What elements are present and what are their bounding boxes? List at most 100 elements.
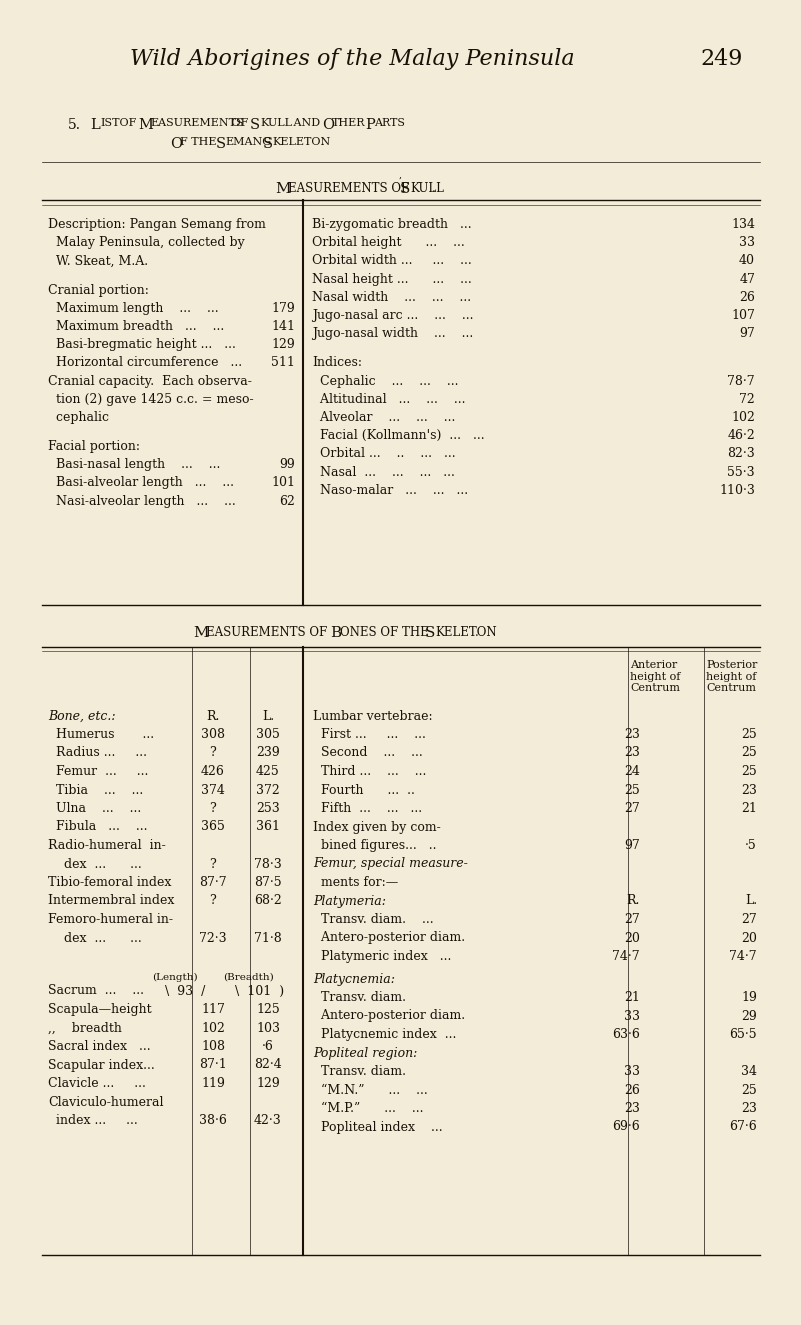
Text: IST: IST (100, 118, 119, 129)
Text: Lumbar vertebrae:: Lumbar vertebrae: (313, 710, 433, 723)
Text: 97: 97 (624, 839, 640, 852)
Text: 102: 102 (201, 1022, 225, 1035)
Text: 129: 129 (272, 338, 295, 351)
Text: 33: 33 (739, 236, 755, 249)
Text: 23: 23 (741, 1102, 757, 1116)
Text: tion (2) gave 1425 c.c. = meso-: tion (2) gave 1425 c.c. = meso- (48, 392, 254, 405)
Text: Bone, etc.:: Bone, etc.: (48, 710, 115, 723)
Text: AND: AND (290, 118, 324, 129)
Text: 78·7: 78·7 (727, 375, 755, 387)
Text: 372: 372 (256, 783, 280, 796)
Text: cephalic: cephalic (48, 411, 109, 424)
Text: Facial (Kollmann's)  ...   ...: Facial (Kollmann's) ... ... (312, 429, 485, 443)
Text: Cranial capacity.  Each observa-: Cranial capacity. Each observa- (48, 375, 252, 387)
Text: Horizontal circumference   ...: Horizontal circumference ... (48, 356, 242, 370)
Text: M: M (193, 625, 208, 640)
Text: Alveolar    ...    ...    ...: Alveolar ... ... ... (312, 411, 456, 424)
Text: 239: 239 (256, 746, 280, 759)
Text: 25: 25 (741, 746, 757, 759)
Text: 27: 27 (624, 913, 640, 926)
Text: “M.P.”      ...    ...: “M.P.” ... ... (313, 1102, 424, 1116)
Text: Radius ...     ...: Radius ... ... (48, 746, 147, 759)
Text: 110·3: 110·3 (719, 484, 755, 497)
Text: Wild Aborigines of the Malay Peninsula: Wild Aborigines of the Malay Peninsula (130, 48, 574, 70)
Text: S: S (216, 136, 226, 151)
Text: OF: OF (228, 118, 252, 129)
Text: \  93  /: \ 93 / (165, 984, 205, 998)
Text: 101: 101 (271, 477, 295, 489)
Text: L: L (90, 118, 100, 132)
Text: 68·2: 68·2 (254, 894, 282, 908)
Text: Description: Pangan Semang from: Description: Pangan Semang from (48, 219, 266, 231)
Text: 125: 125 (256, 1003, 280, 1016)
Text: Bi-zygomatic breadth   ...: Bi-zygomatic breadth ... (312, 219, 472, 231)
Text: index ...     ...: index ... ... (48, 1114, 138, 1128)
Text: (Breadth): (Breadth) (223, 973, 273, 982)
Text: 82·4: 82·4 (254, 1059, 282, 1072)
Text: Platymeria:: Platymeria: (313, 894, 386, 908)
Text: S: S (400, 182, 410, 196)
Text: L.: L. (745, 894, 757, 908)
Text: 117: 117 (201, 1003, 225, 1016)
Text: 426: 426 (201, 765, 225, 778)
Text: 20: 20 (741, 931, 757, 945)
Text: S: S (263, 136, 273, 151)
Text: 19: 19 (741, 991, 757, 1004)
Text: Transv. diam.    ...: Transv. diam. ... (313, 913, 433, 926)
Text: Claviculo-humeral: Claviculo-humeral (48, 1096, 163, 1109)
Text: 82·3: 82·3 (727, 448, 755, 460)
Text: 69·6: 69·6 (612, 1121, 640, 1133)
Text: 38·6: 38·6 (199, 1114, 227, 1128)
Text: EASUREMENTS: EASUREMENTS (150, 118, 244, 129)
Text: Orbital height      ...    ...: Orbital height ... ... (312, 236, 465, 249)
Text: 425: 425 (256, 765, 280, 778)
Text: 72·3: 72·3 (199, 931, 227, 945)
Text: ?: ? (210, 857, 216, 871)
Text: .: . (432, 182, 436, 195)
Text: ONES OF THE: ONES OF THE (340, 625, 433, 639)
Text: EASUREMENTS OF: EASUREMENTS OF (206, 625, 331, 639)
Text: Clavicle ...     ...: Clavicle ... ... (48, 1077, 146, 1090)
Text: Cranial portion:: Cranial portion: (48, 284, 149, 297)
Text: 72: 72 (739, 392, 755, 405)
Text: ?: ? (210, 802, 216, 815)
Text: Anterior
height of
Centrum: Anterior height of Centrum (630, 660, 680, 693)
Text: 21: 21 (741, 802, 757, 815)
Text: Nasi-alveolar length   ...    ...: Nasi-alveolar length ... ... (48, 494, 235, 507)
Text: 29: 29 (741, 1010, 757, 1023)
Text: 25: 25 (741, 1084, 757, 1097)
Text: 87·7: 87·7 (199, 876, 227, 889)
Text: 74·7: 74·7 (613, 950, 640, 963)
Text: O: O (170, 136, 182, 151)
Text: Basi-alveolar length   ...    ...: Basi-alveolar length ... ... (48, 477, 234, 489)
Text: 253: 253 (256, 802, 280, 815)
Text: KULL: KULL (260, 118, 292, 129)
Text: 134: 134 (731, 219, 755, 231)
Text: 26: 26 (739, 290, 755, 303)
Text: 365: 365 (201, 820, 225, 833)
Text: 34: 34 (741, 1065, 757, 1079)
Text: Platymeric index   ...: Platymeric index ... (313, 950, 452, 963)
Text: Second    ...    ...: Second ... ... (313, 746, 423, 759)
Text: EMANG: EMANG (225, 136, 271, 147)
Text: B: B (330, 625, 341, 640)
Text: Jugo-nasal arc ...    ...    ...: Jugo-nasal arc ... ... ... (312, 309, 473, 322)
Text: Ulna    ...    ...: Ulna ... ... (48, 802, 141, 815)
Text: 129: 129 (256, 1077, 280, 1090)
Text: R.: R. (626, 894, 640, 908)
Text: 97: 97 (739, 327, 755, 341)
Text: Femoro-humeral in-: Femoro-humeral in- (48, 913, 173, 926)
Text: 27: 27 (741, 913, 757, 926)
Text: 63·6: 63·6 (612, 1028, 640, 1041)
Text: Basi-bregmatic height ...   ...: Basi-bregmatic height ... ... (48, 338, 235, 351)
Text: M: M (275, 182, 291, 196)
Text: 40: 40 (739, 254, 755, 268)
Text: 23: 23 (741, 783, 757, 796)
Text: KULL: KULL (410, 182, 444, 195)
Text: 46·2: 46·2 (727, 429, 755, 443)
Text: 179: 179 (272, 302, 295, 315)
Text: Fourth      ...  ..: Fourth ... .. (313, 783, 415, 796)
Text: ·5: ·5 (745, 839, 757, 852)
Text: 99: 99 (280, 458, 295, 472)
Text: 361: 361 (256, 820, 280, 833)
